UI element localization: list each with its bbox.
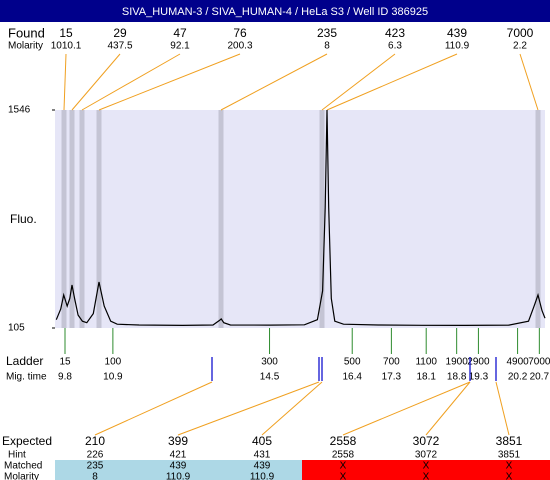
expected-size: 3072 [413,434,440,448]
trace [55,109,546,327]
found-molarity: 92.1 [170,41,190,52]
expected-connector [94,381,213,436]
row-label: Ladder [6,354,43,368]
found-size: 47 [173,26,187,40]
expected-molarity: 8 [92,472,98,480]
peak-band [218,110,224,328]
expected-connector [261,381,323,436]
ladder-size: 300 [261,357,278,368]
ladder-time: 10.9 [103,372,123,383]
expected-matched: X [340,461,347,472]
expected-size: 210 [85,434,105,448]
expected-hint: 431 [254,450,271,461]
expected-connector [177,381,320,436]
expected-molarity: 110.9 [250,472,275,480]
ladder-size: 15 [59,357,71,368]
expected-size: 3851 [496,434,523,448]
matched-fail-bg [302,460,550,480]
found-connector [321,53,396,111]
found-connector [326,53,458,111]
y-tick-label: 105 [8,323,25,334]
expected-molarity: X [423,472,430,480]
found-molarity: 1010.1 [51,41,82,52]
ladder-size: 4900 [506,357,529,368]
row-label: Found [8,25,45,40]
expected-connector [342,381,471,436]
found-size: 7000 [507,26,534,40]
ladder-size: 700 [383,357,400,368]
expected-molarity: X [506,472,513,480]
ladder-size: 1100 [415,357,437,368]
found-molarity: 2.2 [513,41,527,52]
ladder-time: 16.4 [342,372,362,383]
expected-hint: 421 [170,450,187,461]
peak-band [319,110,325,328]
row-label: Mig. time [6,372,47,383]
found-molarity: 110.9 [445,41,470,52]
expected-matched: X [506,461,513,472]
found-size: 76 [233,26,247,40]
found-connector [71,53,121,111]
title-bar [0,0,550,22]
ladder-time: 9.8 [58,372,72,383]
found-molarity: 6.3 [388,41,402,52]
ladder-time: 17.3 [382,372,402,383]
found-size: 439 [447,26,467,40]
expected-size: 2558 [330,434,357,448]
y-tick-label: 1546 [8,105,31,116]
row-label: Molarity [8,41,43,52]
ladder-size: 1900 [446,357,469,368]
found-molarity: 437.5 [107,41,132,52]
peak-band [96,110,102,328]
peak-band [79,110,85,328]
expected-connector [425,381,471,436]
ladder-size: 500 [344,357,361,368]
expected-size: 399 [168,434,188,448]
found-size: 235 [317,26,337,40]
ladder-time: 18.8 [447,372,467,383]
matched-ok-bg [55,460,302,480]
expected-matched: 439 [254,461,271,472]
peak-band [535,110,541,328]
row-label: Expected [2,434,52,448]
ladder-size: 7000 [528,357,550,368]
found-molarity: 200.3 [227,41,252,52]
expected-hint: 3072 [415,450,438,461]
row-label: Hint [8,450,26,461]
title: SIVA_HUMAN-3 / SIVA_HUMAN-4 / HeLa S3 / … [122,6,428,18]
expected-connector [495,381,510,436]
expected-hint: 226 [87,450,104,461]
y-axis-label: Fluo. [10,212,37,226]
expected-matched: 439 [170,461,187,472]
found-connector [81,53,181,111]
found-size: 29 [113,26,127,40]
expected-matched: 235 [87,461,104,472]
row-label: Molarity [4,472,39,480]
expected-matched: X [423,461,430,472]
expected-hint: 2558 [332,450,355,461]
ladder-time: 18.1 [416,372,436,383]
row-label: Matched [4,461,42,472]
ladder-size: 100 [105,357,122,368]
found-size: 15 [59,26,73,40]
expected-molarity: X [340,472,347,480]
ladder-time: 14.5 [260,372,280,383]
found-size: 423 [385,26,405,40]
expected-hint: 3851 [498,450,521,461]
expected-size: 405 [252,434,272,448]
plot-area [55,110,545,328]
ladder-time: 20.2 [508,372,528,383]
ladder-time: 20.7 [530,372,550,383]
peak-band [61,110,67,328]
expected-molarity: 110.9 [166,472,191,480]
found-connector [220,53,328,111]
found-connector [98,53,241,111]
found-molarity: 8 [324,41,330,52]
ladder-size: 2900 [467,357,490,368]
found-connector [519,53,539,111]
ladder-time: 19.3 [469,372,489,383]
found-connector [63,53,67,111]
peak-band [69,110,75,328]
